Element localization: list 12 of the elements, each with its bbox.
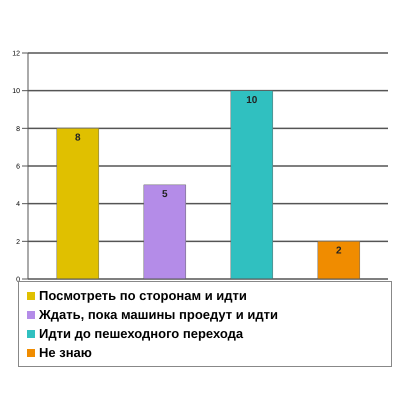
data-label: 8 bbox=[75, 132, 82, 144]
legend-label: Не знаю bbox=[39, 345, 92, 360]
data-label: 2 bbox=[336, 245, 342, 256]
bar bbox=[144, 184, 186, 279]
bar bbox=[56, 128, 100, 279]
data-label: 10 bbox=[246, 94, 258, 106]
bar bbox=[230, 90, 274, 279]
legend-label: Ждать, пока машины проедут и идти bbox=[39, 307, 278, 322]
data-label: 5 bbox=[162, 188, 168, 200]
legend-label: Посмотреть по сторонам и идти bbox=[39, 288, 247, 303]
legend-label: Идти до пешеходного перехода bbox=[39, 326, 244, 341]
bar bbox=[318, 241, 360, 279]
